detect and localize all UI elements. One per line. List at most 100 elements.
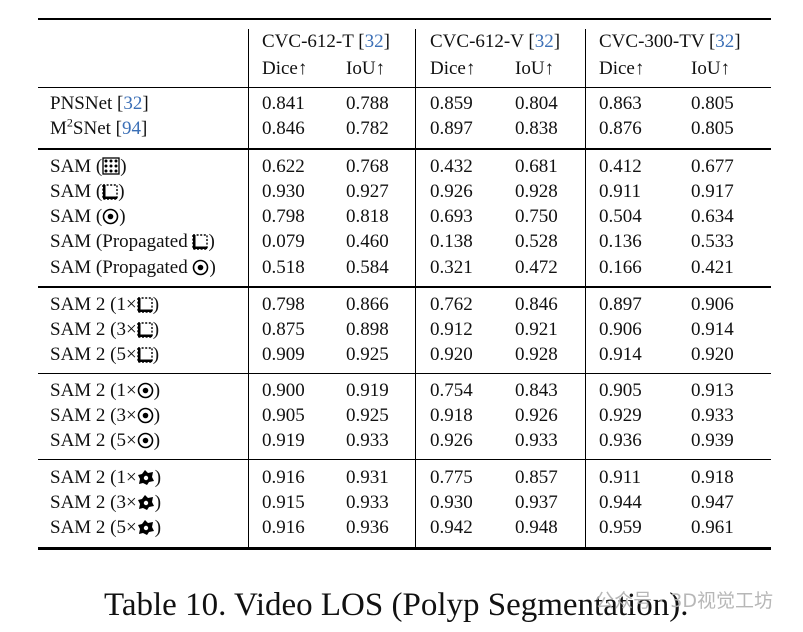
dice-value: 0.916 (262, 467, 305, 488)
dice-value: 0.504 (599, 206, 642, 227)
dice-value: 0.798 (262, 206, 305, 227)
iou-value: 0.939 (691, 430, 734, 451)
iou-value: 0.961 (691, 517, 734, 538)
dice-value: 0.897 (599, 294, 642, 315)
dice-value: 0.944 (599, 492, 642, 513)
dice-value: 0.693 (430, 206, 473, 227)
label-suffix: ) (152, 319, 160, 340)
section-rule (38, 459, 771, 460)
iou-value: 0.933 (346, 430, 389, 451)
dice-value: 0.775 (430, 467, 473, 488)
method-name: SAM ( (50, 206, 103, 227)
label-suffix: ) (118, 181, 125, 202)
dice-value: 0.930 (262, 181, 305, 202)
label-suffix: ) (154, 467, 162, 488)
row-label: SAM (Propagated ) (50, 257, 216, 282)
bottom-rule (38, 547, 771, 550)
watermark: 公众号 · 3D视觉工坊 (595, 590, 773, 612)
row-label: SAM 2 (5×) (50, 517, 161, 542)
point-icon (192, 259, 209, 282)
results-table: CVC-612-T [32] CVC-612-V [32] CVC-300-TV… (38, 18, 771, 551)
mask-icon (137, 469, 155, 492)
iou-value: 0.933 (691, 405, 734, 426)
dice-value: 0.079 (262, 231, 305, 252)
method-name: SAM 2 (5× (50, 344, 137, 365)
iou-value: 0.533 (691, 231, 734, 252)
citation-ref: 32 (123, 93, 143, 114)
dice-value: 0.136 (599, 231, 642, 252)
label-suffix: ) (152, 344, 160, 365)
iou-value: 0.919 (346, 380, 389, 401)
iou-value: 0.925 (346, 344, 389, 365)
column-separator (415, 29, 416, 547)
group-header: CVC-612-V [32] (430, 31, 561, 52)
method-name: SAM (Propagated (50, 231, 193, 252)
dice-value: 0.622 (262, 156, 305, 177)
box-icon (137, 346, 153, 369)
point-icon (137, 432, 154, 455)
iou-header: IoU↑ (515, 58, 555, 79)
iou-value: 0.866 (346, 294, 389, 315)
dice-value: 0.906 (599, 319, 642, 340)
method-name: SAM ( (50, 181, 103, 202)
iou-value: 0.913 (691, 380, 734, 401)
iou-value: 0.677 (691, 156, 734, 177)
dice-value: 0.863 (599, 93, 642, 114)
dice-value: 0.911 (599, 467, 642, 488)
dice-value: 0.914 (599, 344, 642, 365)
dice-value: 0.909 (262, 344, 305, 365)
box-icon (102, 183, 118, 206)
iou-value: 0.528 (515, 231, 558, 252)
dice-value: 0.875 (262, 319, 305, 340)
iou-value: 0.768 (346, 156, 389, 177)
box-icon (137, 321, 153, 344)
box-icon (137, 296, 153, 319)
dice-header: Dice↑ (599, 58, 645, 79)
iou-value: 0.947 (691, 492, 734, 513)
label-suffix: ) (119, 206, 126, 227)
method-name: SAM 2 (1× (50, 467, 137, 488)
label-suffix: ) (153, 430, 161, 451)
dice-value: 0.166 (599, 257, 642, 278)
row-label: SAM 2 (1×) (50, 380, 160, 405)
iou-value: 0.906 (691, 294, 734, 315)
dice-value: 0.916 (262, 517, 305, 538)
method-name: PNSNet (50, 93, 113, 114)
dice-value: 0.859 (430, 93, 473, 114)
row-label: SAM 2 (3×) (50, 319, 159, 344)
dice-value: 0.876 (599, 118, 642, 139)
dice-value: 0.412 (599, 156, 642, 177)
iou-value: 0.920 (691, 344, 734, 365)
iou-value: 0.917 (691, 181, 734, 202)
method-name: SAM 2 (1× (50, 380, 137, 401)
row-label: SAM () (50, 206, 126, 231)
iou-value: 0.925 (346, 405, 389, 426)
row-label: SAM () (50, 156, 127, 181)
dice-value: 0.912 (430, 319, 473, 340)
dice-value: 0.754 (430, 380, 473, 401)
iou-value: 0.846 (515, 294, 558, 315)
iou-value: 0.928 (515, 181, 558, 202)
iou-value: 0.931 (346, 467, 389, 488)
section-rule (38, 286, 771, 288)
row-label: SAM 2 (1×) (50, 294, 159, 319)
iou-value: 0.928 (515, 344, 558, 365)
dice-value: 0.897 (430, 118, 473, 139)
row-label: SAM 2 (5×) (50, 344, 159, 369)
label-suffix: ) (153, 380, 161, 401)
method-name: SAM (Propagated (50, 257, 193, 278)
iou-value: 0.818 (346, 206, 389, 227)
iou-value: 0.926 (515, 405, 558, 426)
citation-ref: 94 (121, 118, 141, 139)
point-icon (102, 208, 119, 231)
iou-header: IoU↑ (346, 58, 386, 79)
method-name: SAM 2 (3× (50, 405, 137, 426)
iou-value: 0.460 (346, 231, 389, 252)
dice-value: 0.911 (599, 181, 642, 202)
dice-value: 0.959 (599, 517, 642, 538)
iou-value: 0.921 (515, 319, 558, 340)
row-label: SAM 2 (3×) (50, 405, 160, 430)
row-label: SAM 2 (3×) (50, 492, 161, 517)
iou-value: 0.838 (515, 118, 558, 139)
dice-value: 0.841 (262, 93, 305, 114)
